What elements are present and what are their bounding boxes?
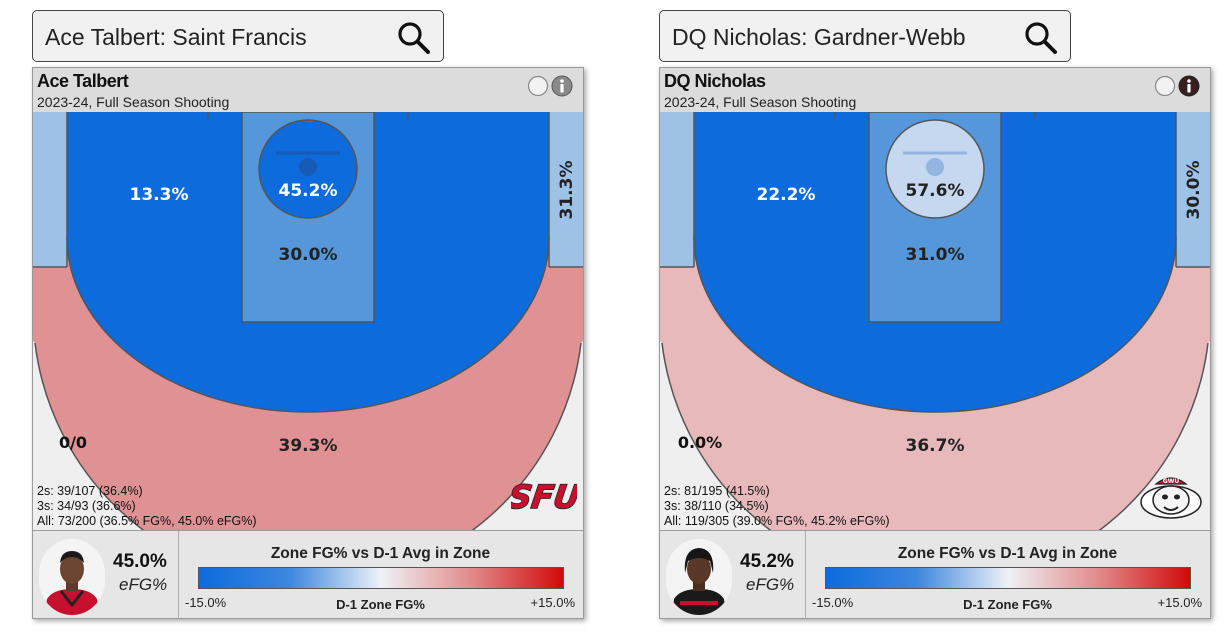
legend-mid-label: D-1 Zone FG% — [336, 597, 425, 612]
footer-divider — [805, 531, 806, 619]
card-footer: 45.2% eFG% Zone FG% vs D-1 Avg in Zone -… — [660, 530, 1210, 619]
svg-text:SFU: SFU — [511, 478, 577, 516]
threes-stat: 3s: 38/110 (34.5%) — [664, 499, 769, 513]
legend-max-label: +15.0% — [1157, 595, 1202, 610]
player-name: DQ Nicholas — [664, 71, 766, 91]
shot-chart-court: 45.2% 30.0% 13.3% 39.3% 31.3% 0/0 — [33, 112, 583, 530]
all-stat: All: 119/305 (39.0% FG%, 45.2% eFG%) — [664, 514, 890, 528]
zone-label-corner3-right: 31.3% — [557, 161, 577, 220]
gardner-webb-bulldog-logo-icon: GWU — [1140, 477, 1202, 519]
all-stat: All: 73/200 (36.5% FG%, 45.0% eFG%) — [37, 514, 257, 528]
zone-label-deep: 0.0% — [678, 433, 722, 452]
shot-chart-court: 57.6% 31.0% 22.2% 36.7% 30.0% 0.0% — [660, 112, 1210, 530]
toggle-circle-icon[interactable] — [1154, 75, 1176, 97]
player-avatar — [666, 539, 732, 615]
zone-corner3-left — [33, 112, 67, 267]
search-icon[interactable] — [397, 21, 431, 55]
zone-corner3-right — [1176, 112, 1210, 267]
legend-color-bar — [198, 567, 564, 589]
player-name: Ace Talbert — [37, 71, 129, 91]
player-search-input[interactable] — [672, 21, 1002, 53]
info-icon[interactable] — [1178, 75, 1200, 97]
zone-label-rim: 45.2% — [279, 181, 338, 201]
legend-mid-label: D-1 Zone FG% — [963, 597, 1052, 612]
info-icon[interactable] — [551, 75, 573, 97]
player-search-box[interactable] — [32, 10, 444, 62]
efg-label: eFG% — [119, 575, 168, 594]
twos-stat: 2s: 81/195 (41.5%) — [664, 484, 770, 498]
card-header: DQ Nicholas 2023-24, Full Season Shootin… — [660, 68, 1210, 112]
twos-stat: 2s: 39/107 (36.4%) — [37, 484, 143, 498]
player-search-box[interactable] — [659, 10, 1071, 62]
zone-label-midrange: 22.2% — [757, 185, 816, 205]
toggle-circle-icon[interactable] — [527, 75, 549, 97]
shooting-stats: 2s: 81/195 (41.5%) 3s: 38/110 (34.5%) Al… — [664, 484, 890, 529]
zone-label-corner3-right: 30.0% — [1184, 161, 1204, 220]
zone-label-rim: 57.6% — [906, 181, 965, 201]
zone-label-paint: 30.0% — [279, 245, 338, 265]
legend-min-label: -15.0% — [812, 595, 854, 610]
sfu-logo-icon: SFU — [511, 477, 577, 516]
zone-label-arc3: 36.7% — [906, 436, 965, 456]
shot-chart-card: Ace Talbert 2023-24, Full Season Shootin… — [32, 67, 584, 619]
player-photo-icon — [666, 539, 732, 615]
efg-value: 45.2% — [740, 551, 794, 572]
season-label: 2023-24, Full Season Shooting — [664, 94, 857, 110]
efg-label: eFG% — [746, 575, 795, 594]
shooting-stats: 2s: 39/107 (36.4%) 3s: 34/93 (36.6%) All… — [37, 484, 257, 529]
season-label: 2023-24, Full Season Shooting — [37, 94, 230, 110]
zone-label-paint: 31.0% — [906, 245, 965, 265]
legend-title: Zone FG% vs D-1 Avg in Zone — [270, 545, 491, 562]
footer-divider — [178, 531, 179, 619]
zone-label-arc3: 39.3% — [279, 436, 338, 456]
zone-label-midrange: 13.3% — [130, 185, 189, 205]
legend-min-label: -15.0% — [185, 595, 227, 610]
svg-text:GWU: GWU — [1163, 478, 1180, 485]
shot-chart-card: DQ Nicholas 2023-24, Full Season Shootin… — [659, 67, 1211, 619]
legend-color-bar — [825, 567, 1191, 589]
player-search-input[interactable] — [45, 21, 375, 53]
zone-label-deep: 0/0 — [59, 433, 87, 452]
card-footer: 45.0% eFG% Zone FG% vs D-1 Avg in Zone -… — [33, 530, 583, 619]
player-panel-left: Ace Talbert 2023-24, Full Season Shootin… — [32, 0, 588, 635]
efg-value: 45.0% — [113, 551, 167, 572]
card-header: Ace Talbert 2023-24, Full Season Shootin… — [33, 68, 583, 112]
player-avatar — [39, 539, 105, 615]
search-icon[interactable] — [1024, 21, 1058, 55]
zone-corner3-left — [660, 112, 694, 267]
zone-corner3-right — [549, 112, 583, 267]
legend-title: Zone FG% vs D-1 Avg in Zone — [897, 545, 1118, 562]
legend-max-label: +15.0% — [530, 595, 575, 610]
threes-stat: 3s: 34/93 (36.6%) — [37, 499, 136, 513]
player-panel-right: DQ Nicholas 2023-24, Full Season Shootin… — [659, 0, 1215, 635]
player-photo-icon — [39, 539, 105, 615]
